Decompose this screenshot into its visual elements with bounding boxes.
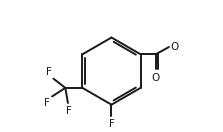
Text: F: F [66, 106, 72, 116]
Text: F: F [46, 67, 52, 77]
Text: F: F [109, 119, 114, 129]
Text: O: O [170, 42, 179, 52]
Text: O: O [152, 73, 160, 83]
Text: F: F [44, 98, 50, 108]
